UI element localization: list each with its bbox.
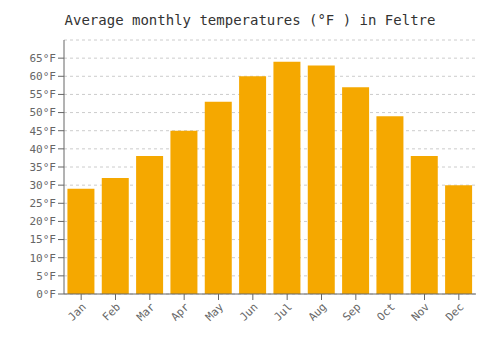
svg-text:Sep: Sep xyxy=(340,300,363,323)
svg-text:Feb: Feb xyxy=(100,300,123,323)
svg-text:May: May xyxy=(203,300,227,324)
svg-text:10°F: 10°F xyxy=(30,252,57,265)
svg-text:Jun: Jun xyxy=(237,300,260,323)
svg-text:65°F: 65°F xyxy=(30,52,57,65)
svg-text:55°F: 55°F xyxy=(30,88,57,101)
svg-text:50°F: 50°F xyxy=(30,106,57,119)
svg-text:0°F: 0°F xyxy=(36,288,56,301)
html-text:Average monthly temperatures (: Average monthly temperatures (°F ) in Fe… xyxy=(64,12,436,28)
svg-text:5°F: 5°F xyxy=(36,270,56,283)
svg-text:Apr: Apr xyxy=(169,300,193,324)
svg-text:Aug: Aug xyxy=(306,300,329,323)
svg-text:Nov: Nov xyxy=(409,300,433,324)
svg-text:Jan: Jan xyxy=(66,300,89,323)
svg-text:Mar: Mar xyxy=(134,300,158,324)
svg-text:Jul: Jul xyxy=(272,300,295,323)
svg-text:20°F: 20°F xyxy=(30,215,57,228)
svg-text:45°F: 45°F xyxy=(30,125,57,138)
svg-text:60°F: 60°F xyxy=(30,70,57,83)
svg-text:15°F: 15°F xyxy=(30,233,57,246)
svg-text:Oct: Oct xyxy=(375,300,398,323)
svg-text:30°F: 30°F xyxy=(30,179,57,192)
svg-text:40°F: 40°F xyxy=(30,143,57,156)
svg-text:25°F: 25°F xyxy=(30,197,57,210)
svg-text:35°F: 35°F xyxy=(30,161,57,174)
svg-text:Dec: Dec xyxy=(443,300,466,323)
